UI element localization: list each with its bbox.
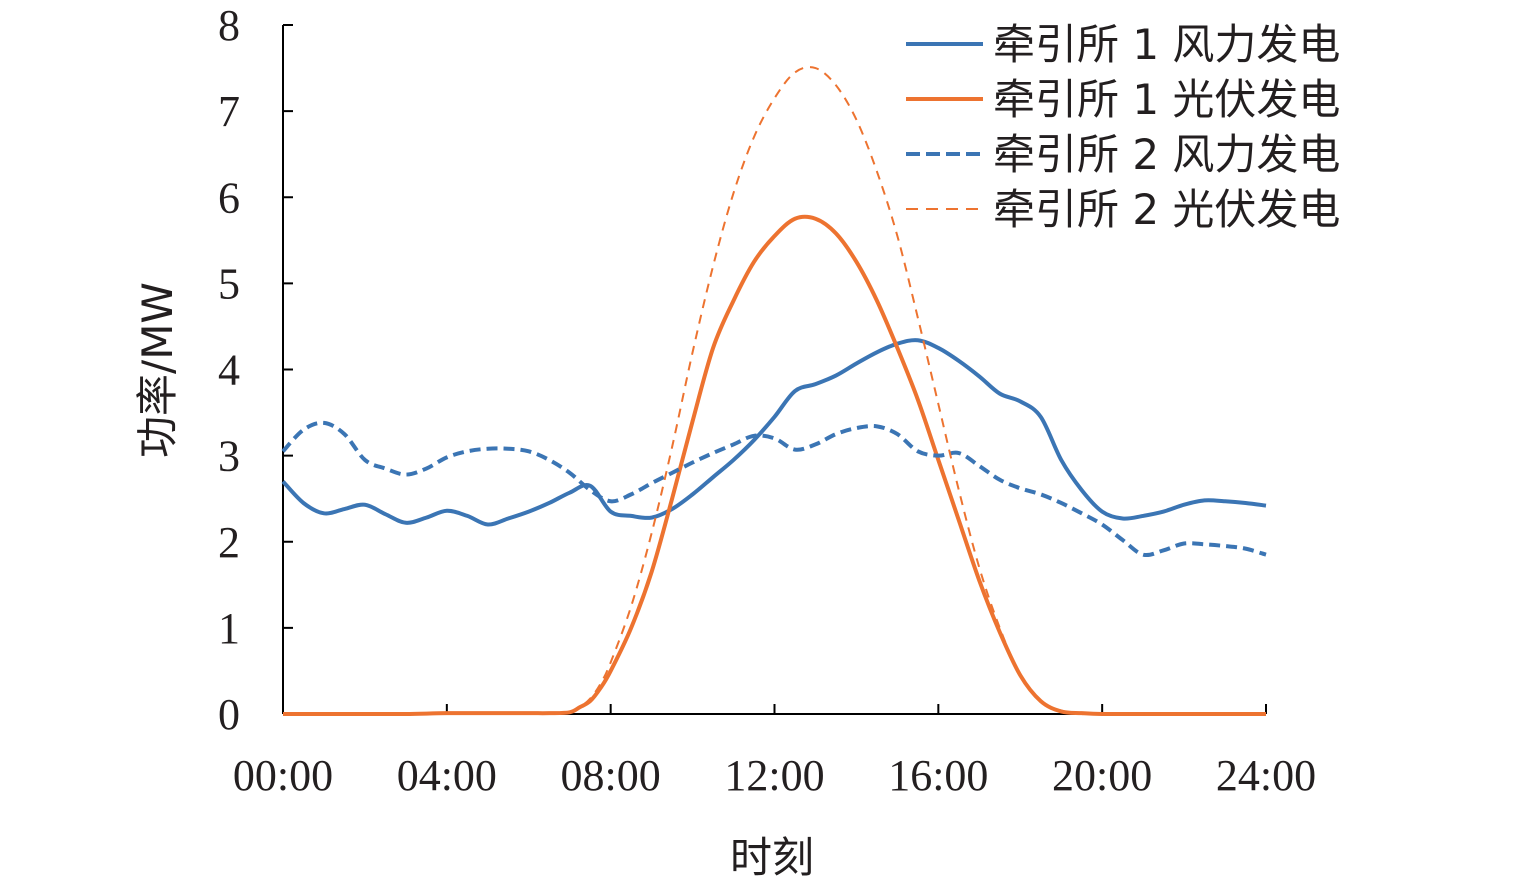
y-axis-title: 功率/MW [133,282,182,458]
x-tick-label-8: 08:00 [561,751,661,800]
y-tick-label-8: 8 [218,1,240,50]
x-tick-label-4: 04:00 [397,751,497,800]
x-tick-label-16: 16:00 [888,751,988,800]
y-tick-label-5: 5 [218,259,240,308]
x-tick-label-24: 24:00 [1216,751,1316,800]
series-lines [281,66,1267,717]
y-tick-label-2: 2 [218,518,240,567]
y-tick-label-4: 4 [218,346,240,395]
y-tick-label-0: 0 [218,690,240,739]
x-tick-label-0: 00:00 [233,751,333,800]
x-tick-label-12: 12:00 [724,751,824,800]
legend-label-3: 牵引所 2 风力发电 [993,130,1340,179]
axes: 0 1 2 3 4 5 6 7 8 00:00 04:00 08:00 12:00 16:00 20:00 2… [218,1,1316,800]
x-axis-title: 时刻 [730,833,814,882]
x-tick-label-20: 20:00 [1052,751,1152,800]
legend-label-1: 牵引所 1 风力发电 [993,20,1340,69]
y-tick-label-6: 6 [218,173,240,222]
series-line-3 [281,420,1267,558]
legend-label-4: 牵引所 2 光伏发电 [993,185,1340,234]
y-tick-label-1: 1 [218,604,240,653]
legend-label-2: 牵引所 1 光伏发电 [993,75,1340,124]
y-tick-label-7: 7 [218,87,240,136]
series-line-1 [281,338,1267,527]
y-tick-label-3: 3 [218,432,240,481]
